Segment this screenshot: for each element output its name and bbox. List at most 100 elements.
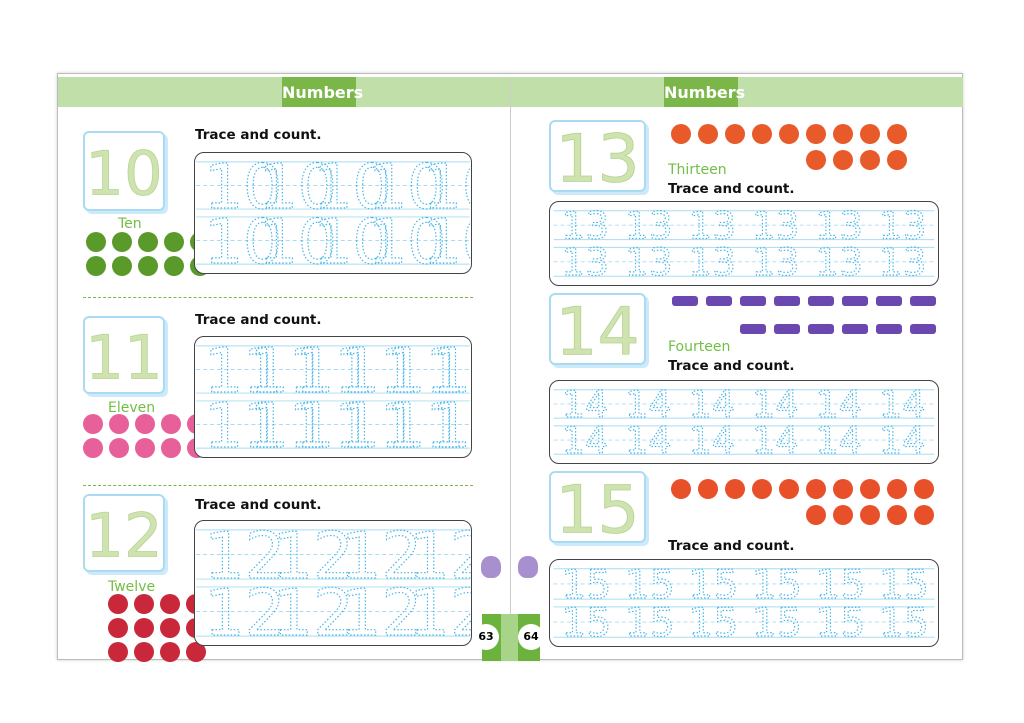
trace-number: 15 (561, 562, 611, 608)
workbook-spread: Numbers Numbers 63 64 10 Ten Trace and cou… (57, 73, 963, 662)
trace-number: 15 (688, 600, 738, 646)
hot-air-balloon-icon (698, 479, 718, 499)
trace-number: 15 (625, 600, 675, 646)
trace-number: 13 (752, 240, 800, 284)
trace-number: 14 (561, 383, 608, 426)
tracing-box[interactable]: 13 13 13 13 13 13 13 13 13 13 13 13 (549, 201, 939, 286)
cucumber-icon (164, 256, 184, 276)
popsicle-icon (83, 414, 103, 434)
hot-air-balloon-icon (725, 479, 745, 499)
trace-number: 13 (625, 240, 673, 284)
pencil-icon (808, 324, 834, 334)
trace-number: 12 (409, 521, 471, 594)
counting-objects (668, 296, 936, 334)
hot-air-balloon-icon (671, 479, 691, 499)
counting-objects (668, 124, 907, 170)
trace-number: 11 (341, 337, 419, 407)
trace-number: 10 (368, 207, 446, 273)
butterfly-icon (752, 124, 772, 144)
pencil-icon (910, 296, 936, 306)
trace-number: 13 (625, 204, 673, 248)
hot-air-balloon-icon (806, 479, 826, 499)
trace-number: 14 (815, 419, 862, 462)
trace-number: 10 (259, 207, 337, 273)
trace-number: 14 (752, 383, 799, 426)
butterfly-icon (671, 124, 691, 144)
trace-number: 14 (688, 419, 735, 462)
trace-number: 13 (879, 204, 927, 248)
tracing-box[interactable]: 10101010101010101010 (194, 152, 472, 274)
trace-number: 13 (815, 240, 863, 284)
trace-number: 12 (341, 577, 422, 645)
pencil-icon (740, 324, 766, 334)
hot-air-balloon-icon (752, 479, 772, 499)
hot-air-balloon-icon (887, 479, 907, 499)
trace-number: 15 (879, 600, 929, 646)
pencil-icon (808, 296, 834, 306)
trace-number: 11 (204, 391, 282, 457)
butterfly-icon (725, 124, 745, 144)
popsicle-icon (109, 438, 129, 458)
butterfly-icon (833, 150, 853, 170)
trace-number: 13 (561, 240, 609, 284)
trace-number: 11 (341, 391, 419, 457)
trace-number: 15 (625, 562, 675, 608)
big-number: 10 (85, 139, 162, 209)
big-number: 15 (555, 473, 639, 541)
ladybug-icon (160, 642, 180, 662)
number-word: Eleven (108, 400, 156, 416)
ladybug-icon (160, 594, 180, 614)
pencil-icon (910, 324, 936, 334)
hot-air-balloon-icon (860, 479, 880, 499)
trace-number: 13 (688, 204, 736, 248)
trace-number: 11 (295, 337, 373, 407)
trace-number: 11 (250, 391, 328, 457)
popsicle-icon (135, 438, 155, 458)
pencil-icon (672, 296, 698, 306)
butterfly-icon (860, 124, 880, 144)
page-gutter (510, 77, 511, 661)
tracing-box[interactable]: 14 14 14 14 14 14 14 14 14 14 14 14 (549, 380, 939, 464)
trace-number: 14 (752, 419, 799, 462)
trace-number: 13 (561, 204, 609, 248)
tracing-box[interactable]: 15 15 15 15 15 15 15 15 15 15 15 15 (549, 559, 939, 647)
trace-number: 15 (752, 600, 802, 646)
popsicle-icon (83, 438, 103, 458)
popsicle-icon (135, 414, 155, 434)
tracing-box[interactable]: 1212121212121212 (194, 520, 472, 646)
trace-number: 15 (688, 562, 738, 608)
trace-number: 12 (272, 577, 353, 645)
cucumber-icon (112, 256, 132, 276)
trace-number: 15 (815, 600, 865, 646)
butterfly-icon (698, 124, 718, 144)
hot-air-balloon-icon (779, 479, 799, 499)
instruction: Trace and count. (195, 312, 322, 328)
pencil-icon (740, 296, 766, 306)
instruction: Trace and count. (668, 538, 795, 554)
hot-air-balloon-icon (806, 505, 826, 525)
instruction: Trace and count. (668, 181, 795, 197)
tracing-box[interactable]: 111111111111111111111111 (194, 336, 472, 458)
number-tracing-card: 14 (549, 292, 646, 371)
popsicle-icon (161, 414, 181, 434)
pencil-icon (842, 324, 868, 334)
ladybug-icon (134, 618, 154, 638)
instruction: Trace and count. (195, 497, 322, 513)
ladybug-icon (108, 642, 128, 662)
ladybug-icon (108, 618, 128, 638)
butterfly-icon (887, 124, 907, 144)
big-number: 14 (555, 295, 639, 363)
instruction: Trace and count. (195, 127, 322, 143)
instruction: Trace and count. (668, 358, 795, 374)
owl-icon (481, 556, 501, 578)
trace-number: 10 (204, 153, 282, 223)
number-tracing-card: 10 (83, 131, 165, 211)
trace-number: 14 (625, 419, 672, 462)
ladybug-icon (134, 594, 154, 614)
trace-number: 14 (815, 383, 862, 426)
butterfly-icon (806, 150, 826, 170)
page-number-left: 63 (473, 624, 499, 650)
butterfly-icon (833, 124, 853, 144)
pencil-icon (706, 296, 732, 306)
trace-number: 11 (386, 337, 464, 407)
